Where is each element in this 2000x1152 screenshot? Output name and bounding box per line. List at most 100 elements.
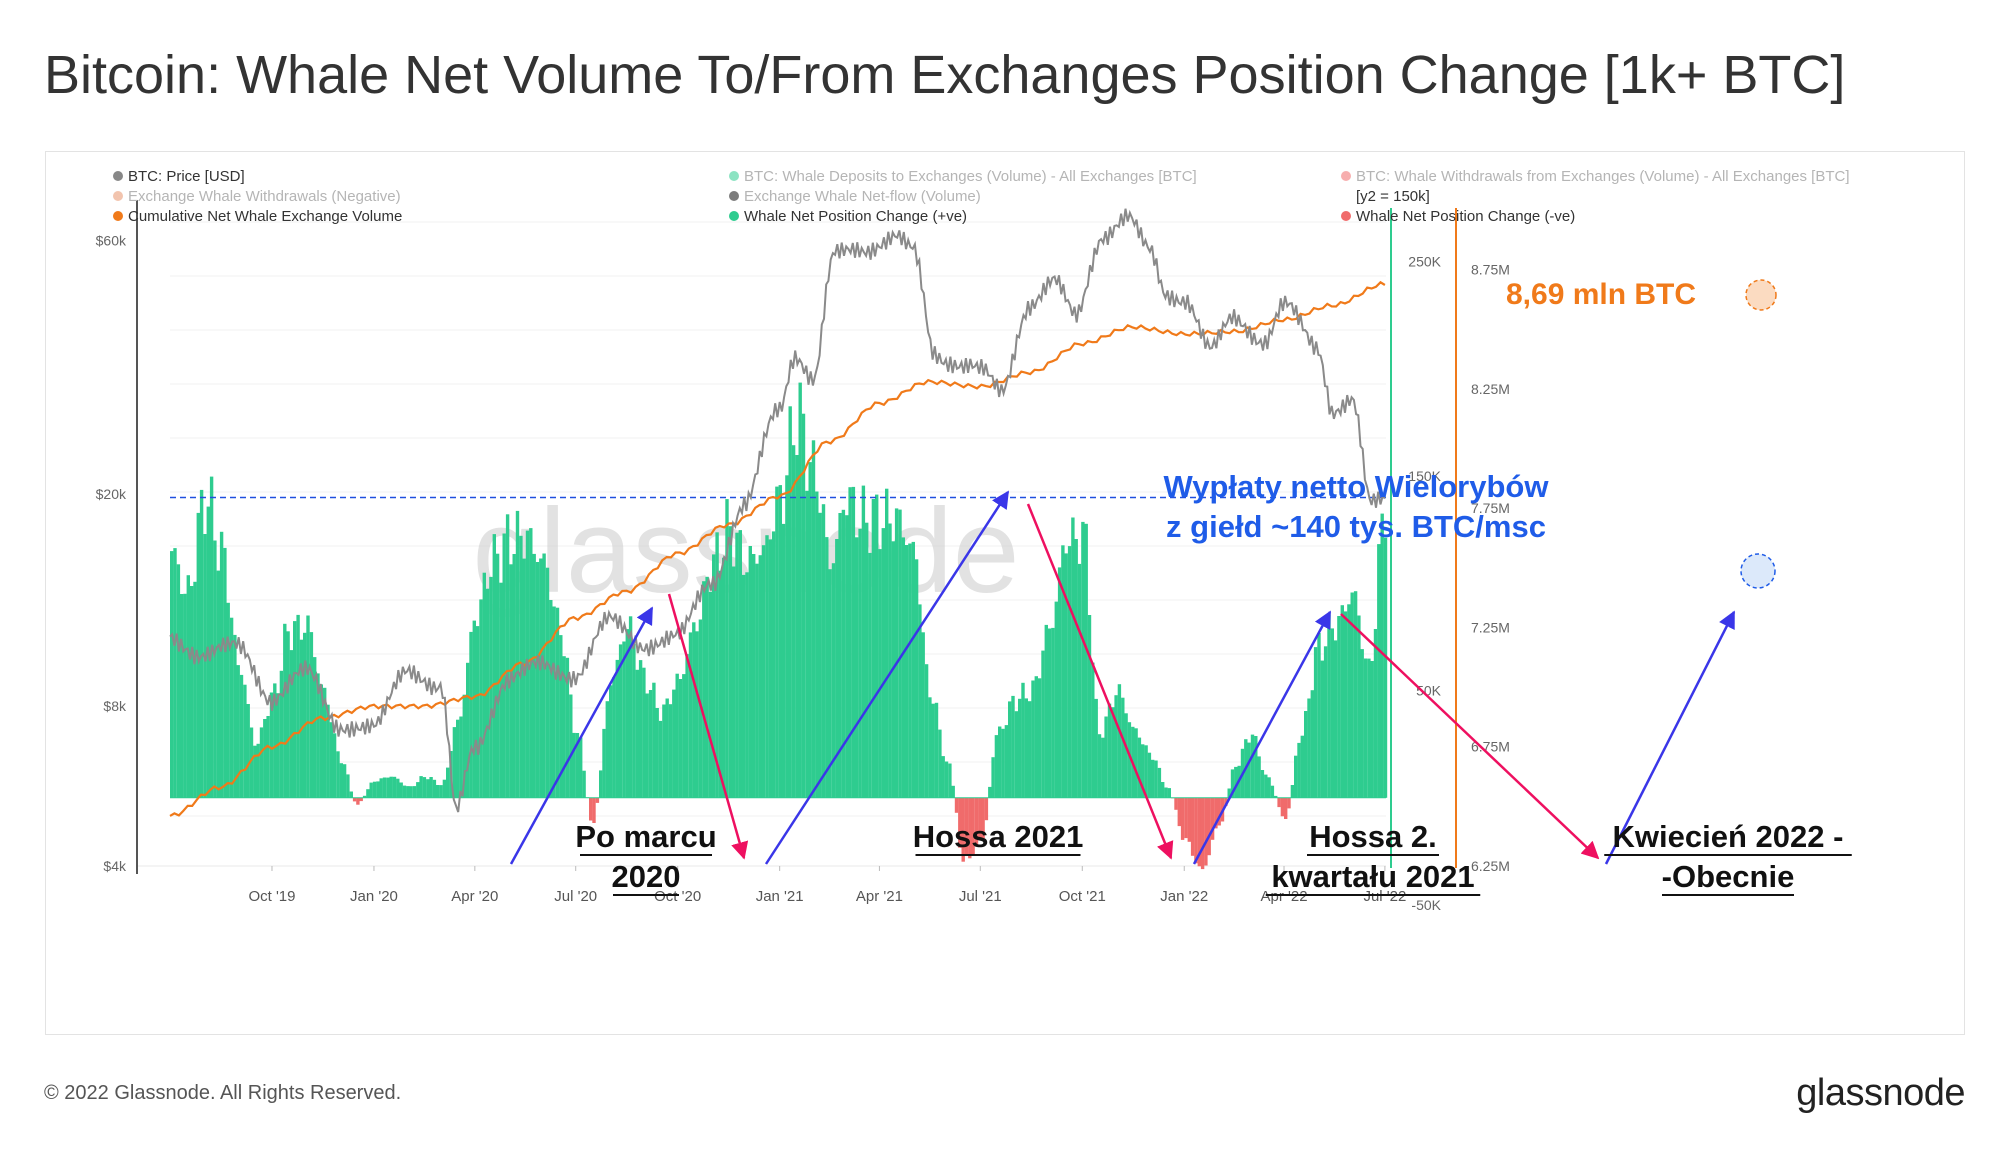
flow-bar-positive	[170, 551, 174, 798]
flow-bar-positive	[1367, 658, 1371, 798]
flow-bar-positive	[1250, 734, 1255, 798]
flow-bar-positive	[908, 543, 912, 798]
withdrawals-label-line2: z giełd ~140 tys. BTC/msc	[1166, 509, 1546, 544]
flow-bar-positive	[479, 599, 483, 798]
flow-tick-label: 250K	[1408, 254, 1441, 270]
flow-bar-positive	[1117, 684, 1122, 798]
flow-bar-negative	[1200, 797, 1205, 870]
flow-bar-positive	[885, 488, 889, 798]
flow-bar-positive	[582, 770, 586, 798]
flow-bar-positive	[775, 486, 779, 798]
flow-bar-positive	[1323, 646, 1328, 798]
flow-bar-positive	[801, 413, 806, 798]
flow-bar-positive	[1377, 544, 1381, 798]
flow-bar-positive	[329, 722, 333, 798]
flow-bar-positive	[752, 554, 756, 798]
flow-bar-positive	[1257, 756, 1261, 798]
flow-bar-positive	[841, 509, 846, 798]
flow-bar-positive	[718, 570, 723, 798]
flow-bar-positive	[186, 575, 190, 798]
flow-bar-negative	[1210, 797, 1215, 840]
flow-bar-positive	[1121, 697, 1125, 798]
flow-bar-positive	[894, 508, 899, 798]
flow-bar-positive	[861, 485, 866, 798]
flow-bar-positive	[599, 770, 603, 798]
flow-bar-positive	[811, 440, 816, 798]
flow-bar-positive	[492, 534, 496, 798]
flow-bar-positive	[941, 756, 945, 798]
x-tick-label: Jul '20	[554, 888, 597, 905]
flow-bar-positive	[386, 777, 390, 798]
flow-bar-positive	[1111, 707, 1115, 798]
flow-bar-negative	[978, 797, 982, 841]
flow-bar-positive	[233, 634, 237, 798]
flow-bar-positive	[708, 591, 713, 798]
price-tick-label: $4k	[103, 858, 127, 874]
flow-bar-positive	[628, 616, 633, 798]
legend-label: Whale Net Position Change (+ve)	[744, 208, 967, 225]
cumulative-tick-label: 8.75M	[1471, 262, 1510, 278]
flow-bar-positive	[180, 594, 184, 798]
flow-bar-positive	[1018, 698, 1022, 798]
flow-bar-negative	[1177, 797, 1181, 827]
flow-bar-positive	[695, 631, 699, 798]
flow-bar-positive	[748, 546, 752, 798]
flow-bar-positive	[219, 531, 224, 798]
flow-bar-positive	[998, 726, 1002, 798]
flow-bar-positive	[791, 445, 796, 798]
flow-bar-positive	[1087, 615, 1092, 798]
legend-label: BTC: Whale Withdrawals from Exchanges (V…	[1356, 168, 1850, 185]
flow-bar-positive	[1300, 735, 1304, 798]
flow-bar-positive	[1067, 546, 1072, 798]
flow-bar-positive	[299, 639, 304, 798]
price-tick-label: $60k	[96, 232, 127, 248]
flow-bar-positive	[918, 604, 922, 798]
flow-bar-positive	[1137, 737, 1142, 798]
x-tick-label: Apr '20	[451, 888, 498, 905]
flow-bar-positive	[682, 674, 686, 798]
flow-bar-positive	[226, 602, 230, 798]
flow-bar-positive	[675, 673, 679, 798]
flow-bar-positive	[815, 491, 819, 798]
flow-bar-positive	[904, 545, 909, 798]
flow-bar-positive	[668, 704, 673, 798]
x-tick-label: Jul '22	[1363, 888, 1406, 905]
flow-bar-positive	[1074, 539, 1078, 798]
x-tick-label: Apr '22	[1260, 888, 1307, 905]
legend-label: Exchange Whale Net-flow (Volume)	[744, 188, 981, 205]
flow-bar-positive	[1307, 698, 1311, 798]
flow-bar-positive	[635, 669, 639, 798]
flow-bar-negative	[1280, 797, 1285, 817]
flow-bar-positive	[725, 499, 729, 798]
flow-bar-positive	[396, 778, 400, 798]
flow-bar-positive	[678, 679, 683, 798]
flow-bar-positive	[1031, 680, 1035, 798]
x-tick-label: Oct '21	[1059, 888, 1106, 905]
flow-bar-positive	[934, 702, 939, 798]
flow-bar-positive	[931, 703, 935, 798]
flow-bar-positive	[648, 690, 653, 798]
flow-bar-positive	[632, 643, 636, 798]
flow-bar-negative	[974, 797, 979, 845]
flow-bar-positive	[825, 537, 829, 798]
flow-bar-positive	[808, 462, 812, 798]
flow-bar-positive	[332, 733, 337, 798]
flow-bar-positive	[1317, 633, 1321, 798]
cumulative-tick-label: 8.25M	[1471, 381, 1510, 397]
flow-bar-positive	[229, 617, 234, 798]
legend-label: Cumulative Net Whale Exchange Volume	[128, 208, 402, 225]
flow-bar-negative	[1214, 797, 1218, 829]
flow-bar-positive	[209, 476, 214, 798]
cumulative-tick-label: 6.25M	[1471, 858, 1510, 874]
flow-bar-positive	[755, 563, 759, 798]
flow-bar-positive	[1350, 592, 1354, 798]
total-volume-label: 8,69 mln BTC	[1506, 278, 1696, 311]
flow-bar-positive	[213, 540, 217, 798]
flow-bar-positive	[559, 635, 563, 798]
flow-bar-positive	[655, 708, 659, 798]
flow-bar-positive	[1343, 611, 1348, 798]
flow-bar-positive	[176, 564, 181, 798]
flow-bar-positive	[505, 514, 510, 798]
cumulative-tick-label: 7.75M	[1471, 500, 1510, 516]
flow-bar-positive	[851, 486, 856, 798]
